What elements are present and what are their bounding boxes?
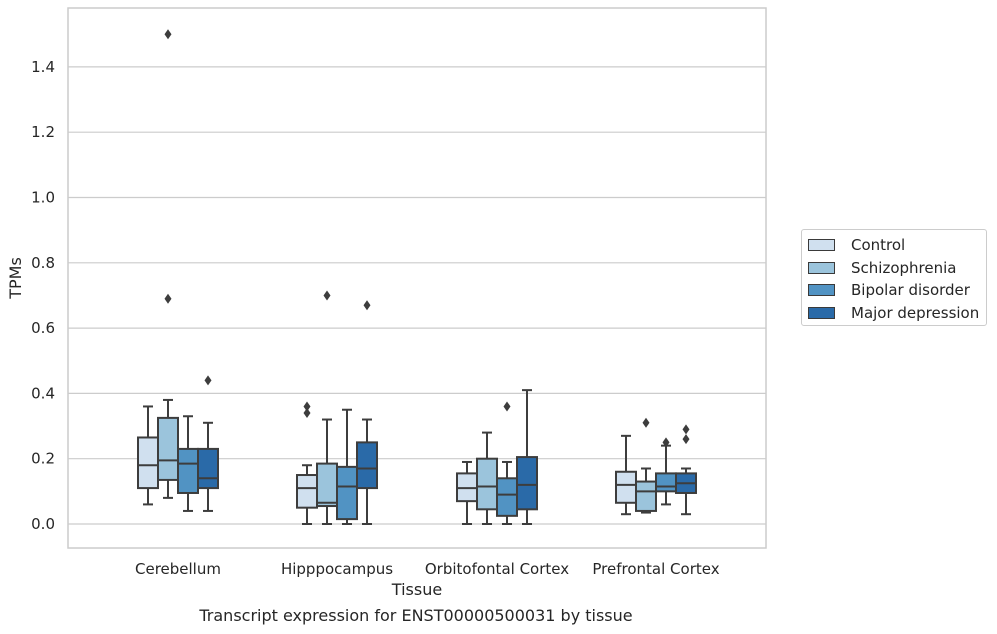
box-major-depression	[675, 424, 697, 516]
outlier-point	[323, 290, 331, 301]
chart-caption: Transcript expression for ENST0000050003…	[199, 606, 633, 625]
box-iqr	[336, 465, 358, 521]
legend-label-bipolar-disorder: Bipolar disorder	[851, 281, 970, 299]
y-tick-labels: 0.0 0.2 0.4 0.6 0.8 1.0 1.2 1.4	[31, 58, 55, 533]
box-iqr	[197, 447, 219, 490]
legend-item-major-depression: Major depression	[808, 304, 979, 322]
legend-label-major-depression: Major depression	[851, 304, 980, 322]
y-tick-label: 1.4	[31, 58, 55, 76]
x-tick-label: Prefrontal Cortex	[592, 560, 719, 578]
box-bipolar-disorder	[496, 401, 518, 525]
x-tick-label: Hipppocampus	[281, 560, 393, 578]
legend: Control Schizophrenia Bipolar disorder M…	[801, 229, 987, 326]
box-major-depression	[197, 375, 219, 512]
legend-swatch-bipolar-disorder	[808, 284, 835, 296]
legend-label-schizophrenia: Schizophrenia	[851, 259, 957, 277]
legend-item-bipolar-disorder: Bipolar disorder	[808, 281, 970, 299]
legend-swatch-major-depression	[808, 307, 835, 319]
box-iqr	[137, 436, 159, 490]
y-tick-label: 1.0	[31, 189, 55, 207]
y-tick-label: 0.8	[31, 254, 55, 272]
box-iqr	[476, 457, 498, 511]
box-iqr	[316, 462, 338, 508]
x-tick-label: Cerebellum	[135, 560, 221, 578]
x-axis-label: Tissue	[391, 580, 442, 599]
outlier-point	[642, 417, 650, 428]
legend-item-schizophrenia: Schizophrenia	[808, 259, 956, 277]
outlier-point	[682, 434, 690, 445]
outlier-point	[204, 375, 212, 386]
box-iqr	[615, 470, 637, 504]
box-iqr	[516, 456, 538, 511]
outlier-point	[662, 437, 670, 448]
box-iqr	[177, 447, 199, 494]
y-tick-label: 0.6	[31, 319, 55, 337]
y-axis-label: TPMs	[6, 257, 25, 300]
box-iqr	[157, 416, 179, 481]
outlier-point	[164, 293, 172, 304]
box-iqr	[635, 480, 657, 512]
box-iqr	[655, 472, 677, 493]
legend-label-control: Control	[851, 236, 906, 254]
outlier-point	[303, 401, 311, 412]
box-bipolar-disorder	[655, 437, 677, 506]
outlier-point	[164, 29, 172, 40]
box-groups	[137, 29, 697, 525]
y-tick-label: 0.4	[31, 384, 55, 402]
legend-swatch-control	[808, 239, 835, 251]
box-iqr	[496, 477, 518, 517]
outlier-point	[682, 424, 690, 435]
box-control	[615, 434, 637, 516]
box-bipolar-disorder	[177, 415, 199, 512]
legend-item-control: Control	[808, 236, 905, 254]
box-iqr	[296, 474, 318, 509]
x-tick-label: Orbitofontal Cortex	[425, 560, 569, 578]
plot-frame	[67, 7, 767, 549]
box-major-depression	[516, 389, 538, 525]
outlier-point	[303, 407, 311, 418]
outlier-point	[503, 401, 511, 412]
box-major-depression	[356, 300, 378, 525]
box-bipolar-disorder	[336, 408, 358, 525]
x-tick-labels: Cerebellum Hipppocampus Orbitofontal Corte…	[135, 560, 720, 578]
y-tick-label: 1.2	[31, 123, 55, 141]
y-tick-label: 0.2	[31, 450, 55, 468]
box-schizophrenia	[635, 417, 657, 514]
legend-swatch-schizophrenia	[808, 262, 835, 274]
box-iqr	[356, 441, 378, 490]
outlier-point	[363, 300, 371, 311]
y-tick-label: 0.0	[31, 515, 55, 533]
